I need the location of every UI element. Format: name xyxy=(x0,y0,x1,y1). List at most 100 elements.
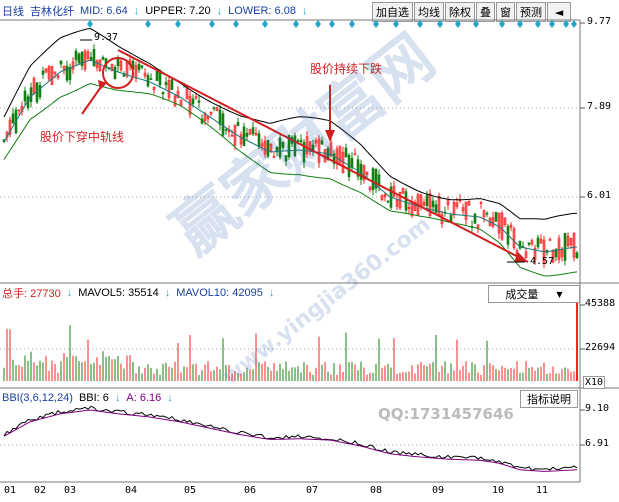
chevron-down-icon: ▼ xyxy=(556,290,562,299)
indicator-dropdown-label: 成交量 xyxy=(505,286,538,302)
volume-axis-label: 45388 xyxy=(585,298,615,309)
x-axis-label: 11 xyxy=(536,485,548,496)
candle-body xyxy=(387,201,389,202)
bbi-value: BBI: 6 xyxy=(79,392,109,404)
x-axis-label: 08 xyxy=(370,485,382,496)
candle-body xyxy=(78,54,80,63)
candle-body xyxy=(426,196,428,206)
event-marker[interactable] xyxy=(571,20,577,28)
candle-body xyxy=(69,67,71,80)
price-axis-label: 7.89 xyxy=(587,101,611,112)
event-marker[interactable] xyxy=(262,20,268,28)
event-marker[interactable] xyxy=(329,20,335,28)
candle-body xyxy=(24,91,26,101)
candle-body xyxy=(165,82,167,84)
bbi-panel-header: BBI(3,6,12,24) BBI: 6 ↓ A: 6.16 ↓ xyxy=(2,390,173,406)
bbi-axis-label: 6.91 xyxy=(585,438,609,449)
candle-body xyxy=(114,67,116,79)
mavol10-value: MAVOL10: 42095 xyxy=(176,287,263,299)
event-marker[interactable] xyxy=(517,20,523,28)
event-marker[interactable] xyxy=(535,20,541,28)
candle-body xyxy=(225,130,227,131)
event-marker[interactable] xyxy=(473,20,479,28)
qq-contact-text: QQ:1731457646 xyxy=(378,405,514,423)
event-marker[interactable] xyxy=(209,20,215,28)
cross-annotation: 股价下穿中轨线 xyxy=(40,128,124,145)
indicator-dropdown[interactable]: 成交量 ▼ xyxy=(488,285,580,303)
x-axis-label: 04 xyxy=(125,485,137,496)
candle-body xyxy=(537,238,539,247)
event-marker[interactable] xyxy=(87,20,93,28)
candle-body xyxy=(564,233,566,260)
candle-body xyxy=(93,49,95,66)
down-arrow-icon: ↓ xyxy=(67,287,73,299)
candle-body xyxy=(102,57,104,59)
candle-body xyxy=(156,71,158,80)
event-marker[interactable] xyxy=(349,20,355,28)
candle-body xyxy=(42,71,44,75)
volume-unit-label: X10 xyxy=(583,376,605,389)
mavol5-value: MAVOL5: 35514 xyxy=(78,287,159,299)
candle-body xyxy=(213,108,215,109)
event-markers[interactable] xyxy=(87,20,577,28)
volume-panel-header: 总手: 27730 ↓ MAVOL5: 35514 ↓ MAVOL10: 420… xyxy=(2,285,274,301)
candle-body xyxy=(528,243,530,245)
x-axis-label: 07 xyxy=(306,485,318,496)
total-volume: 总手: 27730 xyxy=(2,285,61,301)
candle-body xyxy=(486,213,488,214)
x-axis-label: 09 xyxy=(432,485,444,496)
candle-body xyxy=(150,79,152,80)
bbi-axis-label: 9.10 xyxy=(585,403,609,414)
event-marker[interactable] xyxy=(145,20,151,28)
a-value: A: 6.16 xyxy=(126,392,161,404)
event-marker[interactable] xyxy=(499,20,505,28)
event-marker[interactable] xyxy=(549,20,555,28)
candle-body xyxy=(39,85,41,97)
bbi-title: BBI(3,6,12,24) xyxy=(2,392,73,404)
low-price-label: 4.57 xyxy=(530,256,554,267)
x-axis-label: 06 xyxy=(244,485,256,496)
event-marker[interactable] xyxy=(233,20,239,28)
candle-body xyxy=(576,253,578,259)
event-marker[interactable] xyxy=(293,20,299,28)
candle-body xyxy=(159,72,161,85)
candle-body xyxy=(474,214,476,223)
event-marker[interactable] xyxy=(437,20,443,28)
down-arrow-icon: ↓ xyxy=(115,392,121,404)
indicator-help-button[interactable]: 指标说明 xyxy=(520,390,578,408)
event-marker[interactable] xyxy=(315,20,321,28)
candle-body xyxy=(405,192,407,211)
x-axis-label: 03 xyxy=(64,485,76,496)
event-marker[interactable] xyxy=(563,20,569,28)
x-axis-label: 10 xyxy=(492,485,504,496)
high-price-label: 9.37 xyxy=(94,32,118,43)
event-marker[interactable] xyxy=(455,20,461,28)
candle-body xyxy=(162,92,164,94)
x-axis-label: 01 xyxy=(4,485,16,496)
x-axis-label: 05 xyxy=(184,485,196,496)
candle-body xyxy=(432,201,434,207)
x-axis-label: 02 xyxy=(34,485,46,496)
candle-body xyxy=(372,169,374,190)
down-arrow-icon: ↓ xyxy=(167,392,173,404)
candle-body xyxy=(219,110,221,125)
candle-body xyxy=(141,66,143,68)
candle-body xyxy=(60,61,62,64)
candle-body xyxy=(198,101,200,103)
volume-axis-label: 22694 xyxy=(585,342,615,353)
candle-body xyxy=(75,51,77,60)
candle-body xyxy=(495,212,497,221)
candle-body xyxy=(171,80,173,90)
candle-body xyxy=(30,88,32,102)
price-axis-label: 6.01 xyxy=(587,190,611,201)
event-marker[interactable] xyxy=(175,20,181,28)
candle-body xyxy=(90,57,92,60)
down-arrow-icon: ↓ xyxy=(269,287,275,299)
event-marker[interactable] xyxy=(417,20,423,28)
candle-body xyxy=(138,64,140,70)
candle-body xyxy=(237,122,239,125)
candle-body xyxy=(222,114,224,135)
price-axis-label: 9.77 xyxy=(587,16,611,27)
candle-body xyxy=(12,114,14,123)
down-arrow-icon: ↓ xyxy=(165,287,171,299)
